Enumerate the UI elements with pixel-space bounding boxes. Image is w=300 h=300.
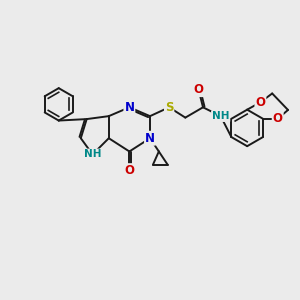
Text: NH: NH: [212, 111, 230, 121]
Text: S: S: [165, 101, 173, 114]
Text: O: O: [194, 83, 204, 96]
Text: N: N: [145, 132, 155, 145]
Text: NH: NH: [84, 149, 101, 159]
Text: N: N: [124, 101, 134, 114]
Text: O: O: [273, 112, 283, 125]
Text: O: O: [255, 96, 266, 109]
Text: O: O: [124, 164, 134, 177]
